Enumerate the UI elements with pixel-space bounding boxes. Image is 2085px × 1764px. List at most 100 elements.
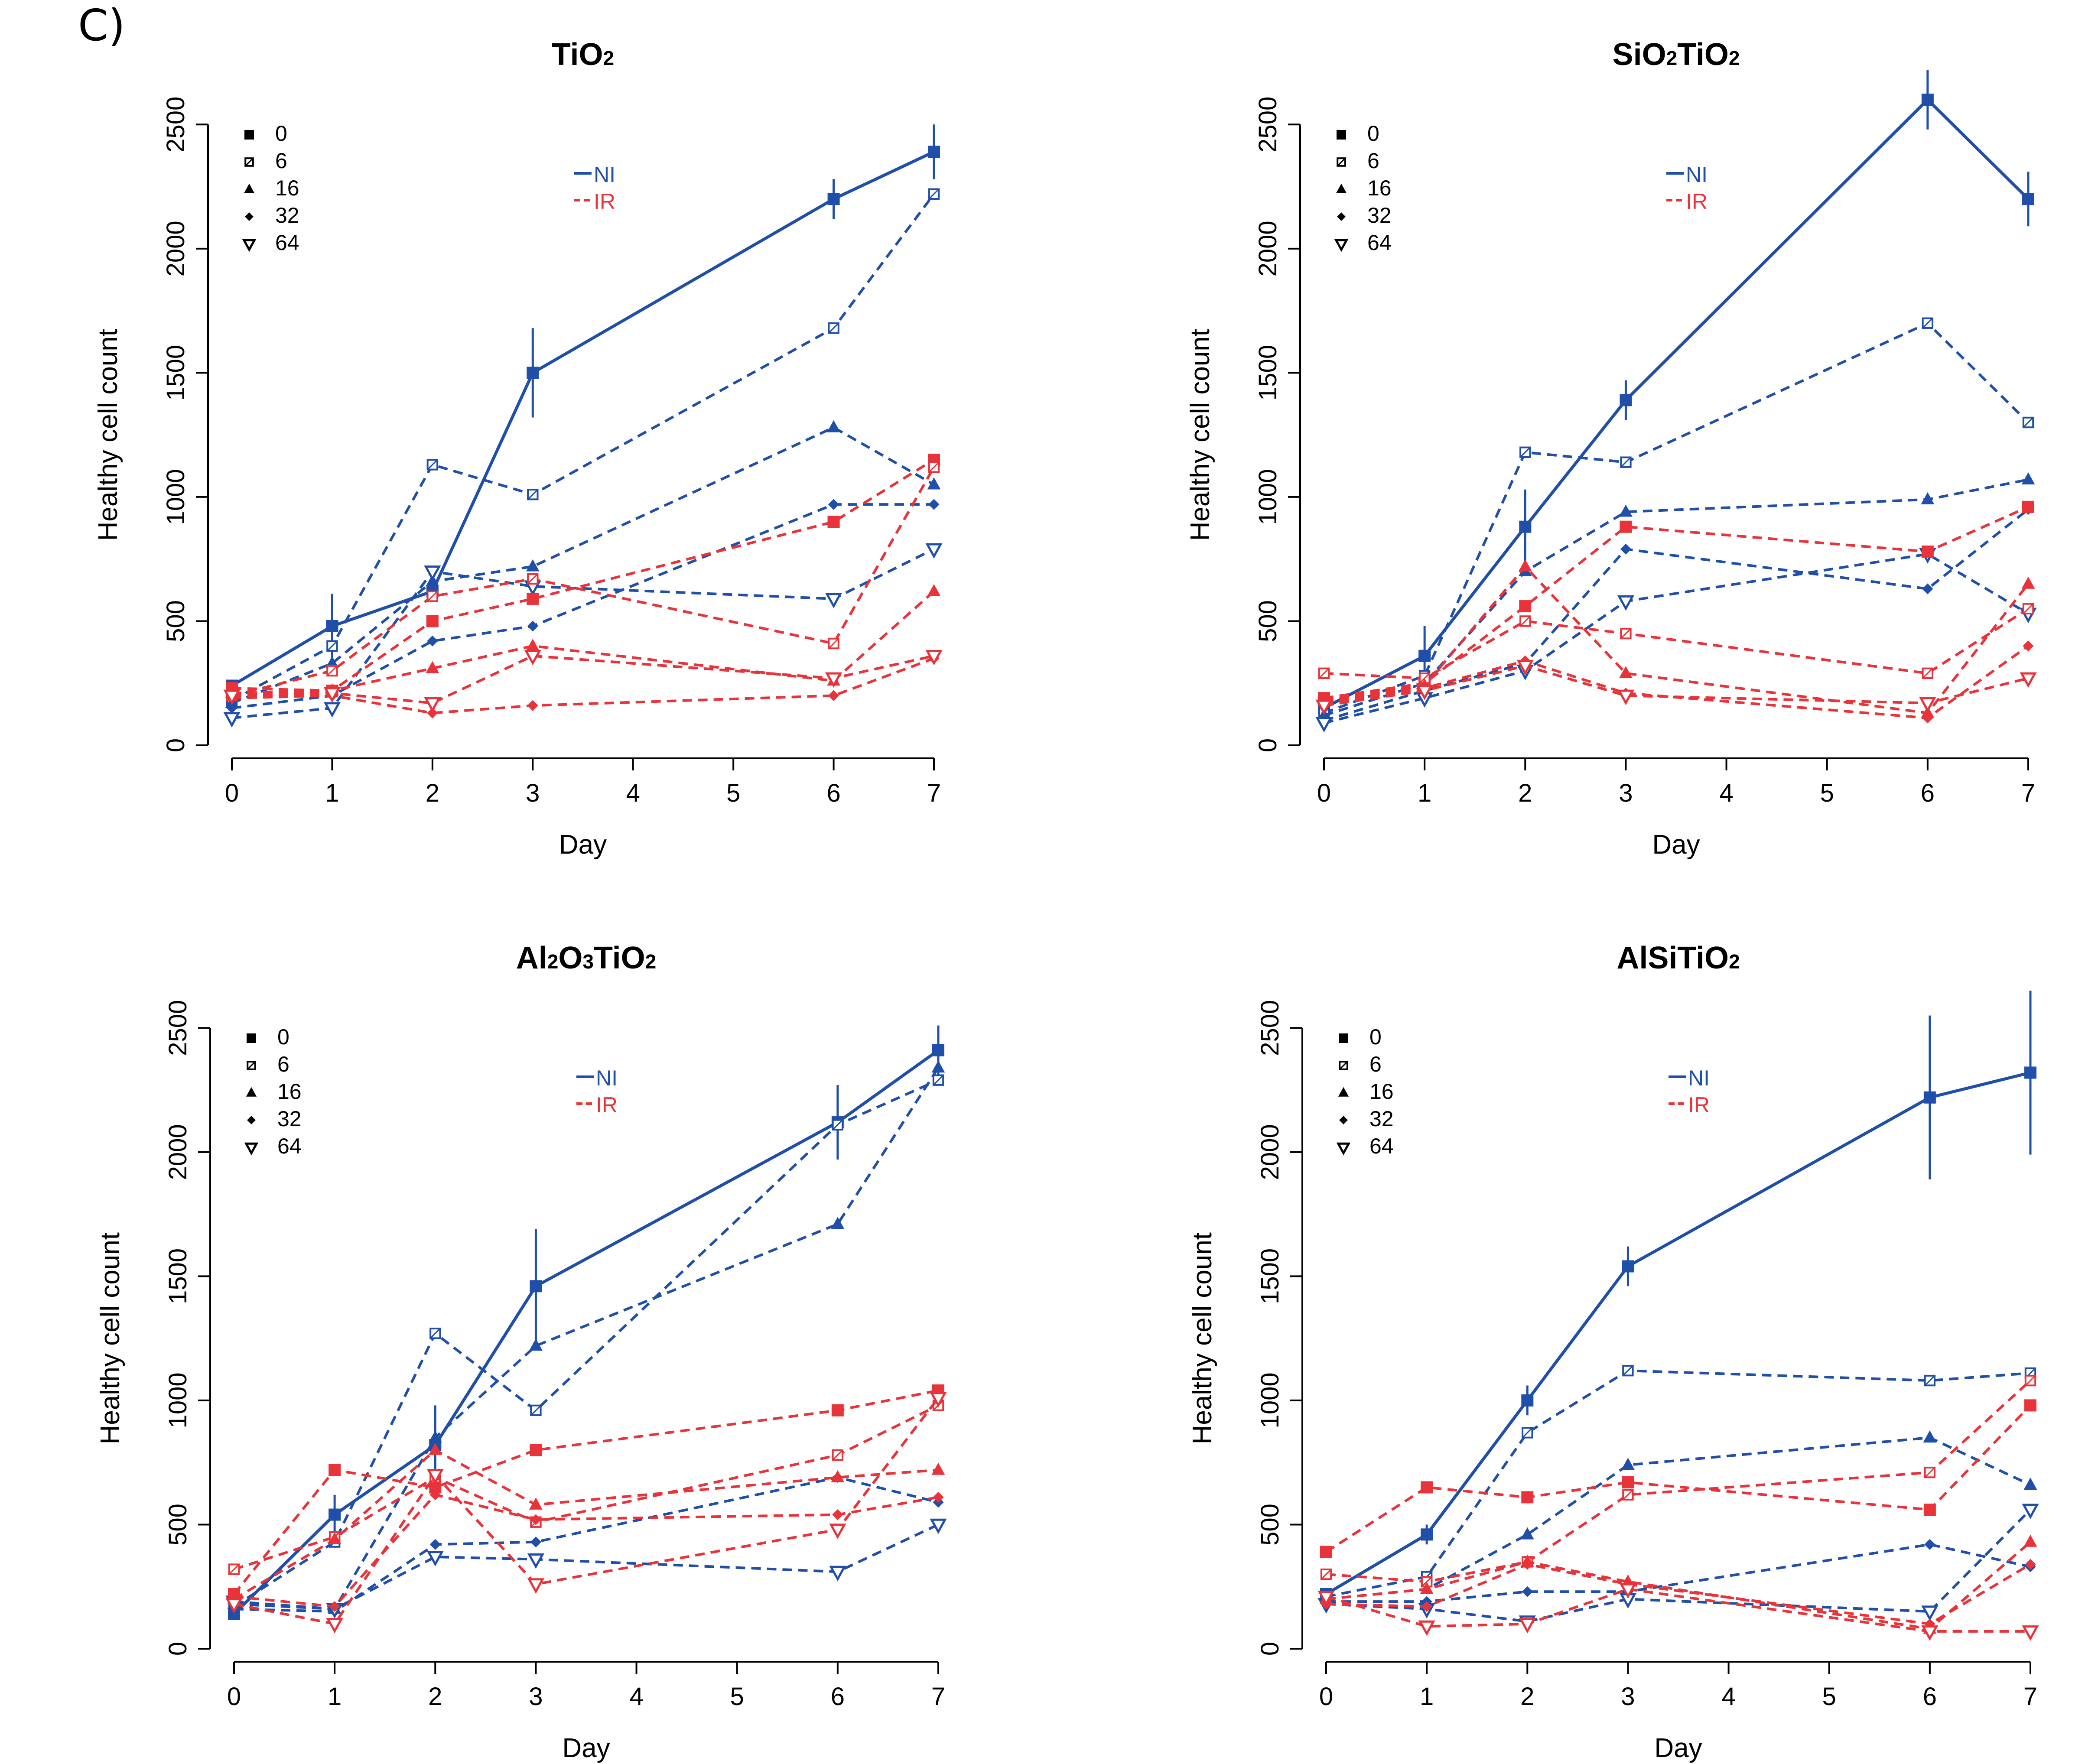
title-part: TiO: [1677, 37, 1729, 72]
point-IR-64: [1519, 1618, 1536, 1634]
series-line-IR-0: [231, 458, 935, 692]
point-NI-6-hatch: [530, 1405, 541, 1416]
point-IR-64: [223, 689, 241, 705]
legend-dose-marker: [1334, 239, 1349, 252]
legend-group-label: IR: [1688, 1093, 1710, 1117]
x-axis-label: Day: [559, 830, 607, 860]
point-NI-0: [1620, 394, 1632, 406]
point-IR-16: [1619, 666, 1633, 679]
x-tick-label: 5: [1822, 1683, 1836, 1711]
legend-dose-marker: [1336, 183, 1347, 193]
series-line-NI-32: [234, 1476, 939, 1613]
point-IR-0: [1521, 1491, 1534, 1504]
point-IR-64: [1315, 699, 1333, 715]
x-tick-label: 7: [927, 779, 941, 807]
series-line-IR-6: [1324, 607, 2029, 680]
x-tick-label: 4: [629, 1683, 643, 1711]
point-NI-32: [429, 1539, 441, 1550]
y-tick-label: 500: [1256, 1504, 1284, 1546]
point-IR-32: [832, 1509, 843, 1520]
series-line-IR-64: [1324, 664, 2029, 707]
series-line-IR-6: [1326, 1379, 2032, 1583]
point-IR-6-hatch: [427, 591, 438, 602]
x-tick-label: 7: [2021, 779, 2035, 807]
series-line-NI-16: [231, 426, 935, 705]
point-NI-0: [527, 367, 539, 379]
x-tick-label: 3: [1619, 779, 1633, 807]
chart-title: Al2O3TiO2: [516, 941, 656, 975]
point-NI-32: [1522, 1586, 1533, 1597]
x-tick-label: 6: [826, 779, 840, 807]
point-IR-64: [426, 1469, 444, 1485]
series-line-NI-32: [1324, 508, 2029, 722]
point-NI-32: [1924, 1539, 1935, 1550]
x-tick-label: 7: [2023, 1683, 2037, 1711]
point-NI-32: [1922, 583, 1933, 594]
series-line-IR-64: [231, 654, 934, 705]
point-NI-0: [1622, 1260, 1634, 1273]
series-line-IR-0: [233, 1389, 939, 1595]
point-IR-6-hatch: [1922, 668, 1933, 679]
x-tick-label: 3: [529, 1683, 543, 1711]
legend-dose-label: 16: [277, 1079, 302, 1104]
point-NI-0: [1418, 650, 1431, 662]
point-IR-64: [1416, 685, 1433, 700]
point-NI-32: [530, 1536, 542, 1548]
point-NI-16: [831, 1217, 845, 1229]
x-tick-label: 5: [1820, 779, 1834, 807]
legend-dose-marker: [1339, 1033, 1348, 1043]
series-line-NI-0: [231, 150, 935, 687]
legend-dose-marker-hatch: [1337, 158, 1346, 166]
point-NI-0: [827, 193, 840, 205]
x-tick-label: 7: [931, 1683, 945, 1711]
point-IR-64: [524, 650, 541, 666]
y-tick-label: 1500: [162, 345, 190, 401]
legend-dose-label: 16: [1369, 1079, 1394, 1104]
title-part: TiO: [552, 37, 603, 72]
point-IR-0: [827, 516, 840, 528]
legend-dose-marker: [242, 239, 257, 252]
point-NI-6-hatch: [832, 1119, 843, 1131]
point-IR-6-hatch: [527, 573, 538, 585]
point-NI-0: [1421, 1528, 1433, 1541]
legend-dose-label: 32: [275, 203, 299, 227]
y-axis-label: Healthy cell count: [1187, 1232, 1217, 1444]
point-IR-0: [1620, 520, 1632, 533]
legend-dose-label: 16: [1367, 176, 1392, 200]
point-IR-64: [1919, 697, 1936, 713]
title-subscript: 2: [1729, 950, 1740, 973]
point-IR-64: [527, 1578, 545, 1594]
title-subscript: 2: [1729, 47, 1740, 69]
title-part: SiO: [1613, 37, 1666, 72]
point-NI-0: [329, 1508, 341, 1521]
point-NI-16: [529, 1338, 543, 1351]
legend-dose-label: 0: [1367, 121, 1379, 146]
y-axis-label: Healthy cell count: [93, 329, 123, 541]
y-tick-label: 2000: [1256, 1124, 1284, 1180]
x-tick-label: 0: [225, 779, 239, 807]
point-IR-32: [1421, 1601, 1432, 1612]
point-IR-64: [1516, 659, 1534, 676]
y-tick-label: 1000: [1254, 469, 1282, 525]
legend-group-label: IR: [596, 1093, 618, 1117]
point-IR-64: [1317, 1590, 1335, 1606]
point-IR-16: [1518, 559, 1532, 572]
point-IR-32: [2023, 640, 2034, 652]
point-NI-0: [1521, 1394, 1534, 1407]
legend-dose-marker: [244, 183, 255, 193]
legend-group-label: NI: [596, 1066, 618, 1090]
y-tick-label: 500: [164, 1504, 192, 1546]
legend-dose-label: 16: [275, 176, 299, 200]
x-tick-label: 4: [1719, 779, 1733, 807]
x-tick-label: 6: [831, 1683, 845, 1711]
legend-group-label: NI: [1686, 162, 1708, 187]
x-tick-label: 2: [426, 779, 439, 807]
point-NI-6-hatch: [1522, 1427, 1533, 1438]
point-IR-32: [530, 1514, 542, 1525]
point-IR-64: [225, 1598, 243, 1614]
point-IR-0: [1320, 1546, 1332, 1558]
y-tick-label: 1000: [1256, 1372, 1284, 1428]
legend-dose-label: 6: [275, 149, 287, 173]
point-IR-32: [1522, 1559, 1533, 1570]
title-part: O: [558, 941, 582, 975]
